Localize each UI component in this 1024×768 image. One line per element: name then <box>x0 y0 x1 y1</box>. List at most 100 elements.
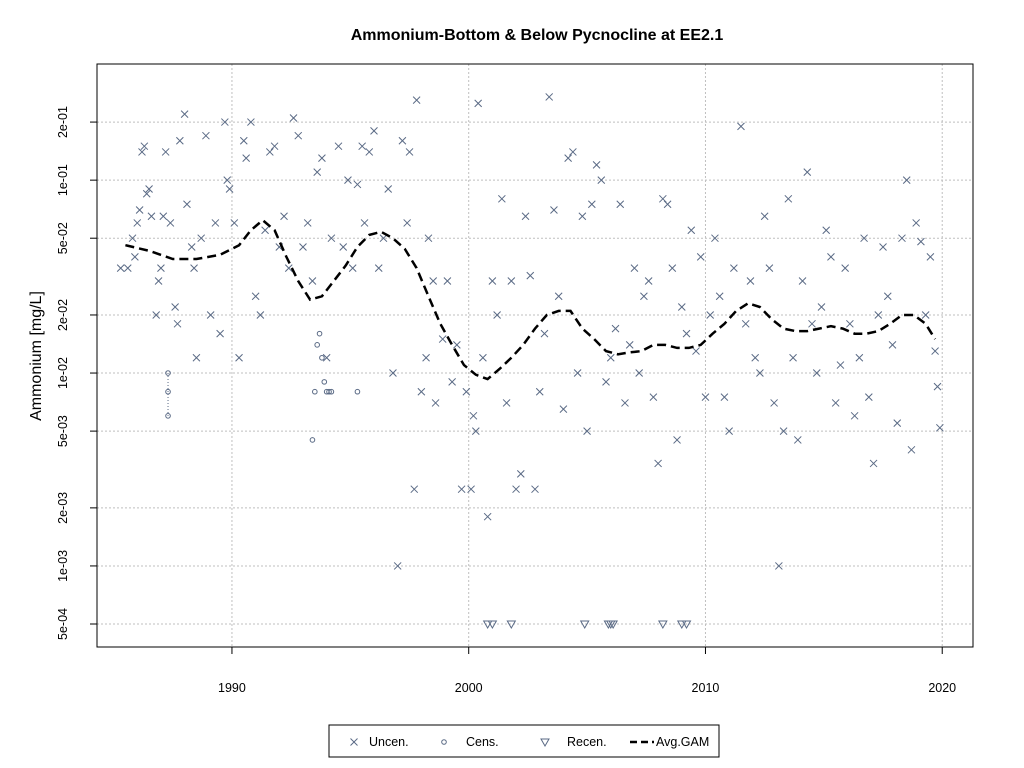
uncensored-point <box>550 206 558 214</box>
uncensored-point <box>223 176 232 184</box>
uncensored-point <box>142 189 151 198</box>
uncensored-point <box>417 387 426 396</box>
uncensored-point <box>569 148 577 156</box>
uncensored-point <box>730 264 738 272</box>
uncensored-point <box>692 347 700 355</box>
uncensored-point <box>765 264 774 272</box>
uncensored-point <box>516 470 525 478</box>
uncensored-point <box>912 219 921 227</box>
uncensored-point <box>793 436 802 444</box>
uncensored-point <box>365 148 374 156</box>
uncensored-point <box>384 185 393 193</box>
uncensored-point <box>592 161 601 169</box>
uncensored-point <box>206 311 215 319</box>
uncensored-point <box>422 353 430 362</box>
uncensored-point <box>822 226 831 235</box>
uncensored-point <box>251 292 260 301</box>
uncensored-point <box>443 277 452 285</box>
uncensored-point <box>469 411 478 420</box>
uncensored-point <box>583 427 591 435</box>
uncensored-point <box>784 194 793 203</box>
uncensored-point <box>578 212 587 221</box>
uncensored-point <box>339 243 348 251</box>
uncensored-point <box>917 237 925 246</box>
uncensored-point <box>737 122 745 131</box>
censored-point <box>354 388 361 395</box>
uncensored-point <box>621 399 629 407</box>
uncensored-point <box>159 212 168 221</box>
legend: Uncen. Cens. Recen. Avg.GAM <box>328 724 720 758</box>
uncensored-point <box>235 353 243 362</box>
uncensored-point <box>798 277 807 285</box>
uncensored-point <box>462 387 471 396</box>
uncensored-point <box>322 353 331 362</box>
y-tick-label: 5e-04 <box>56 608 70 640</box>
y-tick-label: 2e-03 <box>56 492 70 524</box>
legend-censored-marker <box>441 739 447 745</box>
uncensored-point <box>474 99 483 108</box>
uncensored-point <box>668 264 677 272</box>
uncensored-point <box>289 114 298 122</box>
uncensored-point <box>931 347 939 355</box>
uncensored-point <box>644 277 653 285</box>
uncensored-point <box>154 277 163 285</box>
censored-point <box>328 388 335 395</box>
uncensored-point <box>779 427 788 435</box>
uncensored-point <box>294 131 303 140</box>
uncensored-point <box>564 154 572 163</box>
chart-title: Ammonium-Bottom & Below Pycnocline at EE… <box>351 27 724 44</box>
uncensored-point <box>360 219 369 227</box>
uncensored-point <box>247 118 255 126</box>
uncensored-point <box>649 393 658 401</box>
uncensored-point <box>841 264 850 272</box>
recensored-point <box>482 620 493 630</box>
uncensored-point <box>239 136 248 145</box>
uncensored-point <box>457 485 466 494</box>
uncensored-point <box>313 168 322 177</box>
uncensored-point <box>211 219 220 227</box>
uncensored-point <box>770 399 778 407</box>
uncensored-point <box>176 136 184 145</box>
uncensored-point <box>431 399 440 407</box>
uncensored-point <box>374 264 383 272</box>
axes: 1990 2000 2010 2020 5e-04 1e-03 2e-03 5e-03 1e-0… <box>56 106 956 695</box>
uncensored-point <box>625 340 634 349</box>
uncensored-point <box>760 212 769 221</box>
uncensored-point <box>493 311 501 319</box>
uncensored-point <box>616 200 625 209</box>
uncensored-point <box>358 142 367 151</box>
legend-label: Avg.GAM <box>656 735 709 749</box>
uncensored-point <box>123 264 132 272</box>
uncensored-point <box>559 405 568 413</box>
uncensored-point <box>157 264 165 272</box>
uncensored-point <box>502 399 511 407</box>
uncensored-point <box>874 311 883 319</box>
censored-point <box>316 330 323 337</box>
y-axis-label: Ammonium [mg/L] <box>28 291 45 421</box>
uncensored-point <box>545 93 554 101</box>
uncensored-point <box>135 206 144 214</box>
uncensored-point <box>348 264 357 272</box>
uncensored-point <box>746 277 755 285</box>
uncensored-point <box>448 378 456 386</box>
uncensored-point <box>860 234 868 243</box>
uncensored-point <box>166 219 175 227</box>
y-tick-label: 1e-03 <box>56 550 70 582</box>
uncensored-point <box>756 369 764 377</box>
uncensored-point <box>677 303 686 311</box>
uncensored-point <box>303 219 312 227</box>
uncensored-point <box>573 369 582 377</box>
uncensored-point <box>230 219 239 227</box>
uncensored-point <box>483 512 492 521</box>
uncensored-point <box>682 329 691 338</box>
uncensored-point <box>921 311 930 319</box>
uncensored-point <box>429 277 438 285</box>
uncensored-point <box>836 361 845 369</box>
uncensored-point <box>350 738 358 746</box>
uncensored-point <box>389 369 397 377</box>
uncensored-point <box>926 253 935 261</box>
data-points <box>116 93 944 630</box>
uncensored-point <box>453 340 461 349</box>
censored-point <box>165 370 171 376</box>
